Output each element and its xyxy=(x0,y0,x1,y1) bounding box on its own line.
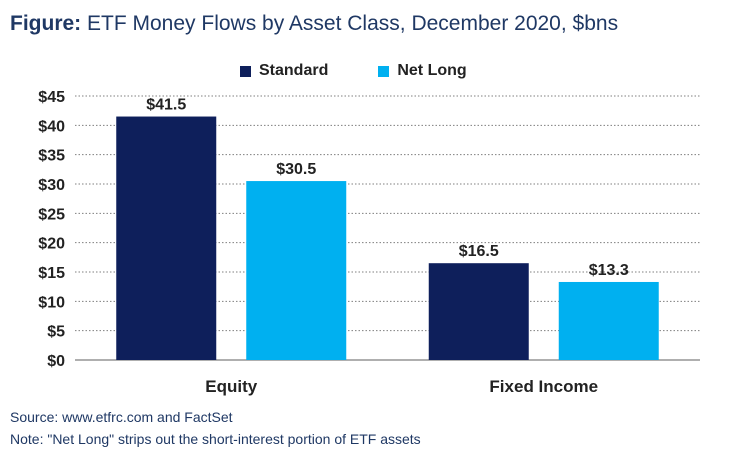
legend-item-standard: Standard xyxy=(240,62,328,80)
y-tick-label: $20 xyxy=(38,236,65,253)
legend-item-net-long: Net Long xyxy=(378,62,467,80)
y-tick-label: $10 xyxy=(38,294,65,311)
y-tick-label: $45 xyxy=(38,89,65,106)
y-tick-label: $25 xyxy=(38,206,65,223)
category-label: Fixed Income xyxy=(489,377,598,396)
y-tick-label: $35 xyxy=(38,148,65,165)
legend-swatch-standard xyxy=(240,65,251,77)
chart-title: Figure: ETF Money Flows by Asset Class, … xyxy=(10,12,618,36)
legend: Standard Net Long xyxy=(240,62,467,80)
y-tick-label: $40 xyxy=(38,118,65,135)
net-long-note: Note: "Net Long" strips out the short-in… xyxy=(10,431,421,447)
y-tick-label: $30 xyxy=(38,177,65,194)
y-tick-label: $0 xyxy=(47,353,65,370)
title-prefix: Figure: xyxy=(10,12,82,35)
data-label: $13.3 xyxy=(589,262,629,279)
title-text: ETF Money Flows by Asset Class, December… xyxy=(87,12,619,35)
data-label: $30.5 xyxy=(276,161,316,178)
legend-swatch-net-long xyxy=(378,65,390,77)
y-tick-label: $5 xyxy=(47,324,65,341)
data-label: $41.5 xyxy=(146,97,186,114)
bar xyxy=(558,281,659,360)
legend-label-net-long: Net Long xyxy=(397,62,467,79)
legend-label-standard: Standard xyxy=(259,62,329,79)
category-label: Equity xyxy=(205,377,257,396)
bar xyxy=(116,116,217,361)
data-label: $16.5 xyxy=(459,243,499,260)
bar xyxy=(428,263,529,360)
footnotes: Source: www.etfrc.com and FactSet Note: … xyxy=(10,406,421,450)
source-note: Source: www.etfrc.com and FactSet xyxy=(10,409,233,425)
y-tick-label: $15 xyxy=(38,265,65,282)
bar xyxy=(246,181,347,360)
